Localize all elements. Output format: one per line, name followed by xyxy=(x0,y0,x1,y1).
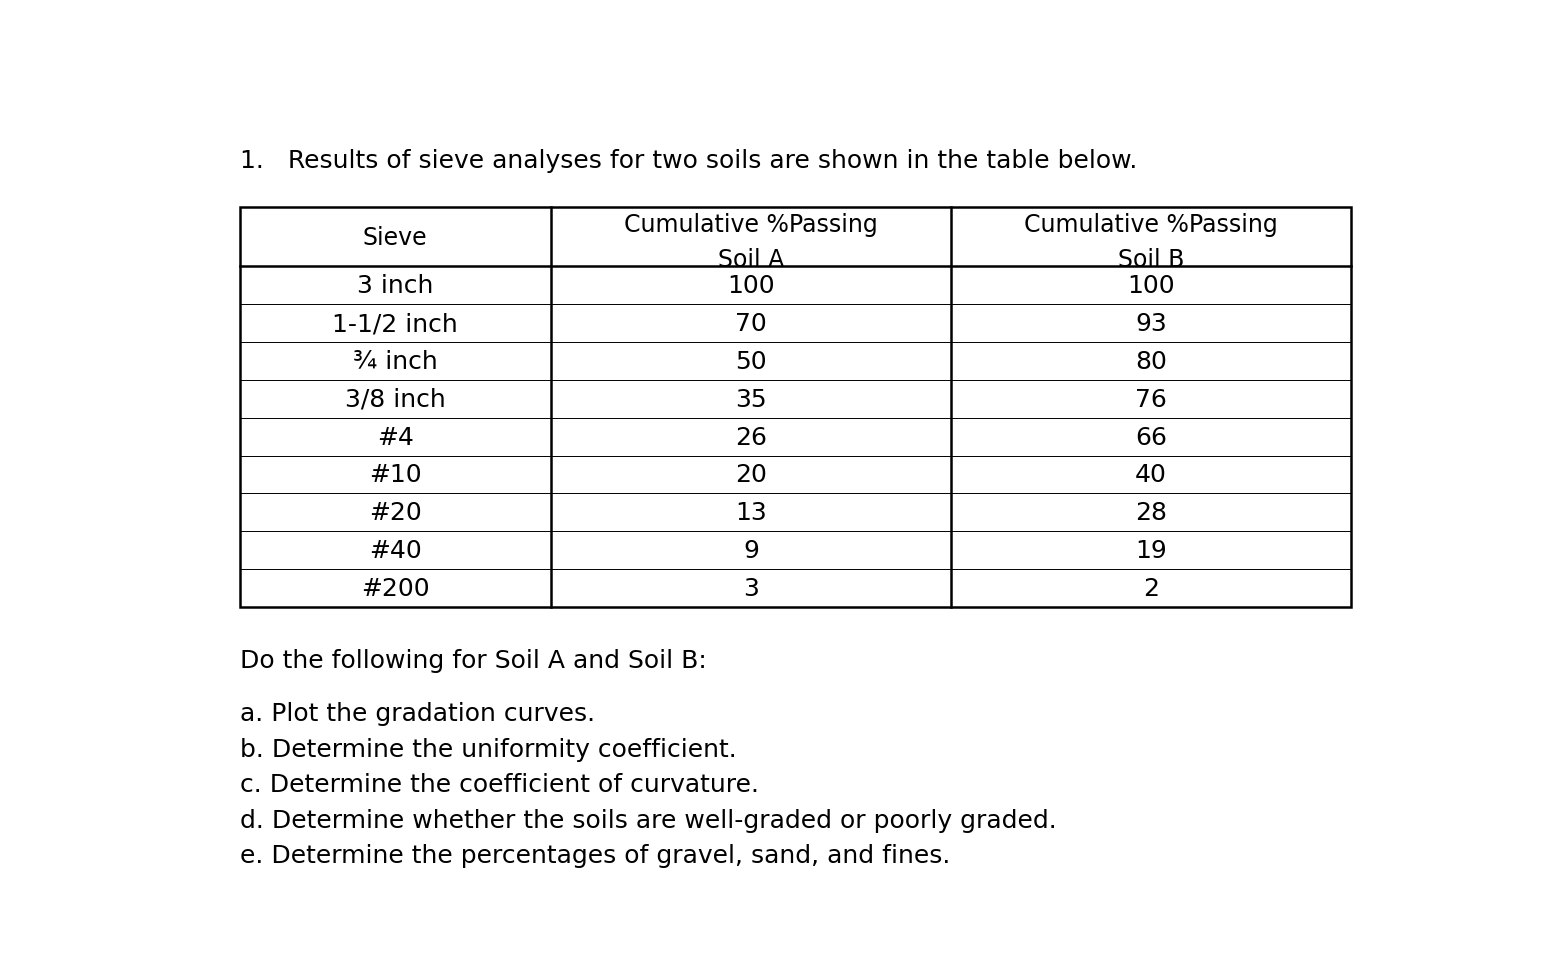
Text: #4: #4 xyxy=(377,425,414,449)
Text: Cumulative %Passing: Cumulative %Passing xyxy=(1024,213,1277,237)
Text: 9: 9 xyxy=(743,539,759,562)
Text: 3: 3 xyxy=(743,577,759,601)
Text: ¾ inch: ¾ inch xyxy=(352,350,438,374)
Text: 50: 50 xyxy=(736,350,767,374)
Text: a. Plot the gradation curves.: a. Plot the gradation curves. xyxy=(239,702,594,726)
Text: d. Determine whether the soils are well-graded or poorly graded.: d. Determine whether the soils are well-… xyxy=(239,808,1057,832)
Text: Sieve: Sieve xyxy=(363,226,428,249)
Text: 40: 40 xyxy=(1135,463,1167,487)
Text: 80: 80 xyxy=(1135,350,1167,374)
Text: #200: #200 xyxy=(362,577,430,601)
Text: 3/8 inch: 3/8 inch xyxy=(345,387,445,411)
Text: #20: #20 xyxy=(369,501,422,525)
Text: Cumulative %Passing: Cumulative %Passing xyxy=(624,213,878,237)
Text: 19: 19 xyxy=(1135,539,1167,562)
Text: 100: 100 xyxy=(1127,274,1175,298)
Text: #40: #40 xyxy=(369,539,422,562)
Text: c. Determine the coefficient of curvature.: c. Determine the coefficient of curvatur… xyxy=(239,773,759,797)
Text: 2: 2 xyxy=(1142,577,1159,601)
Text: 1.   Results of sieve analyses for two soils are shown in the table below.: 1. Results of sieve analyses for two soi… xyxy=(239,149,1138,173)
Text: e. Determine the percentages of gravel, sand, and fines.: e. Determine the percentages of gravel, … xyxy=(239,844,950,868)
Text: b. Determine the uniformity coefficient.: b. Determine the uniformity coefficient. xyxy=(239,737,737,761)
Text: 70: 70 xyxy=(736,311,767,335)
Text: 93: 93 xyxy=(1135,311,1167,335)
Text: 26: 26 xyxy=(736,425,767,449)
Text: 28: 28 xyxy=(1135,501,1167,525)
Text: 35: 35 xyxy=(736,387,767,411)
Text: 66: 66 xyxy=(1135,425,1167,449)
Text: Do the following for Soil A and Soil B:: Do the following for Soil A and Soil B: xyxy=(239,648,706,672)
Text: 1-1/2 inch: 1-1/2 inch xyxy=(332,311,458,335)
Text: 100: 100 xyxy=(728,274,774,298)
Text: 76: 76 xyxy=(1135,387,1167,411)
Text: Soil A: Soil A xyxy=(719,248,784,272)
Text: 3 inch: 3 inch xyxy=(357,274,433,298)
Text: #10: #10 xyxy=(369,463,422,487)
Text: Soil B: Soil B xyxy=(1117,248,1184,272)
Text: 13: 13 xyxy=(736,501,767,525)
Text: 20: 20 xyxy=(736,463,767,487)
